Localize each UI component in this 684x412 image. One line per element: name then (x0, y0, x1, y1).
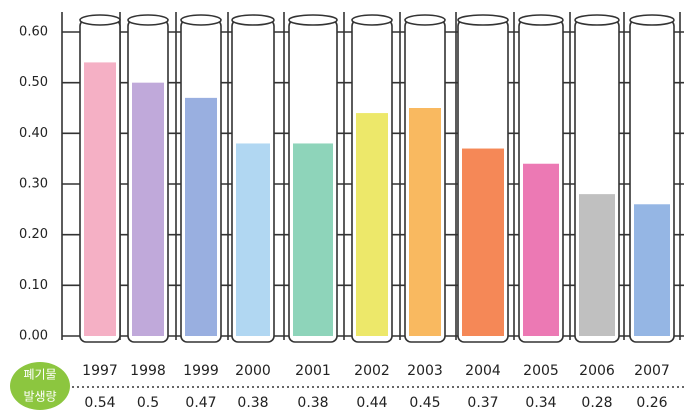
x-tick-label: 2000 (235, 363, 271, 379)
y-tick-label: 0.50 (19, 75, 48, 90)
value-label: 0.28 (581, 395, 612, 411)
bar (462, 148, 504, 336)
y-tick-label: 0.20 (19, 227, 48, 242)
y-tick-label: 0.40 (19, 126, 48, 141)
tube-mouth (288, 14, 338, 26)
bar (185, 97, 217, 336)
tube-mouth (457, 14, 509, 26)
x-tick-label: 2005 (523, 363, 559, 379)
value-label: 0.45 (409, 395, 440, 411)
bar (356, 113, 388, 336)
x-tick-label: 2001 (295, 363, 331, 379)
value-label: 0.38 (237, 395, 268, 411)
tube-mouth (180, 14, 222, 26)
bar (523, 163, 559, 336)
x-tick-label: 2003 (407, 363, 443, 379)
x-tick-label: 1997 (82, 363, 118, 379)
value-label: 0.47 (185, 395, 216, 411)
value-label: 0.37 (467, 395, 498, 411)
y-tick-label: 0.60 (19, 25, 48, 40)
tube-mouth (79, 14, 121, 26)
x-tick-label: 2007 (634, 363, 670, 379)
tube-mouth (574, 14, 620, 26)
x-tick-label: 2002 (354, 363, 390, 379)
x-tick-label: 2004 (465, 363, 501, 379)
bar (579, 194, 615, 336)
x-tick-label: 1998 (130, 363, 166, 379)
x-tick-label: 2006 (579, 363, 615, 379)
value-label: 0.5 (137, 395, 159, 411)
x-tick-label: 1999 (183, 363, 219, 379)
tube-mouth (127, 14, 169, 26)
tube-mouth (351, 14, 393, 26)
tube-mouth (629, 14, 675, 26)
bar (132, 82, 164, 337)
row-label-line: 폐기물 (23, 368, 56, 382)
row-label-line: 발생량 (23, 390, 56, 404)
tube-mouth (231, 14, 275, 26)
value-label: 0.26 (636, 395, 667, 411)
bar (409, 108, 441, 336)
bar (293, 143, 333, 336)
tube-mouth (518, 14, 564, 26)
value-label: 0.54 (84, 395, 115, 411)
y-tick-label: 0.10 (19, 278, 48, 293)
bar (634, 204, 670, 336)
badge-circle (10, 362, 70, 410)
value-label: 0.44 (356, 395, 387, 411)
value-label: 0.34 (525, 395, 556, 411)
row-label-badge: 폐기물 발생량 (10, 362, 70, 410)
y-tick-label: 0.00 (19, 329, 48, 344)
bar (84, 62, 116, 337)
tube-mouth (404, 14, 446, 26)
y-tick-label: 0.30 (19, 177, 48, 192)
value-label: 0.38 (297, 395, 328, 411)
bar (236, 143, 270, 336)
